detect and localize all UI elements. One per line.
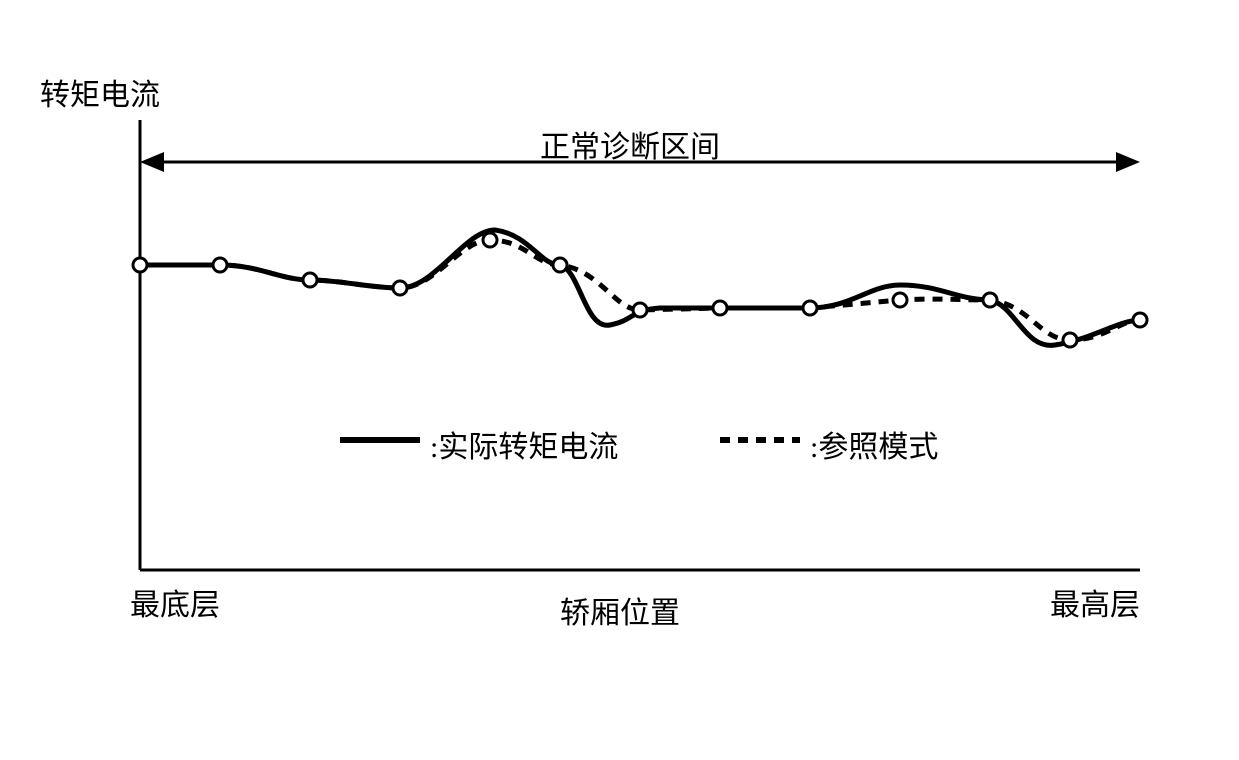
data-marker bbox=[893, 293, 907, 307]
range-arrow-left bbox=[140, 152, 164, 172]
data-marker bbox=[553, 258, 567, 272]
actual-curve bbox=[140, 230, 1140, 345]
data-marker bbox=[483, 233, 497, 247]
x-label-left: 最底层 bbox=[130, 580, 220, 624]
markers-group bbox=[133, 233, 1147, 347]
data-marker bbox=[213, 258, 227, 272]
data-marker bbox=[713, 301, 727, 315]
torque-current-chart: 转矩电流 正常诊断区间 :实际转矩电流 :参照模式 最底层 轿厢位置 最高层 bbox=[40, 40, 1200, 720]
x-label-center: 轿厢位置 bbox=[560, 588, 680, 632]
data-marker bbox=[1133, 313, 1147, 327]
range-arrow-right bbox=[1116, 152, 1140, 172]
data-marker bbox=[983, 293, 997, 307]
legend-solid-text: :实际转矩电流 bbox=[430, 422, 618, 466]
data-marker bbox=[133, 258, 147, 272]
data-marker bbox=[1063, 333, 1077, 347]
legend-dashed-text: :参照模式 bbox=[810, 422, 938, 466]
range-label: 正常诊断区间 bbox=[540, 122, 720, 166]
data-marker bbox=[803, 301, 817, 315]
data-marker bbox=[633, 303, 647, 317]
reference-curve bbox=[140, 240, 1140, 340]
x-label-right: 最高层 bbox=[1050, 580, 1140, 624]
data-marker bbox=[393, 281, 407, 295]
data-marker bbox=[303, 273, 317, 287]
